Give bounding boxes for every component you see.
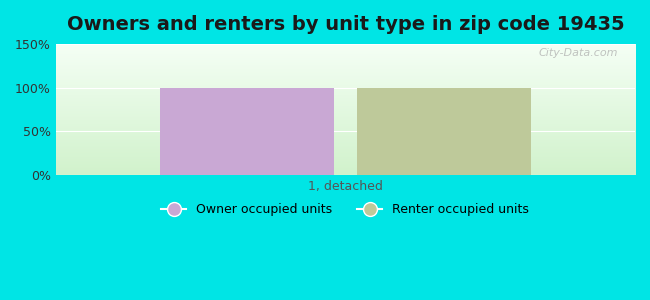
Bar — [160, 88, 334, 175]
Text: City-Data.com: City-Data.com — [538, 48, 617, 58]
Bar — [357, 88, 531, 175]
Legend: Owner occupied units, Renter occupied units: Owner occupied units, Renter occupied un… — [157, 198, 534, 221]
Title: Owners and renters by unit type in zip code 19435: Owners and renters by unit type in zip c… — [66, 15, 624, 34]
